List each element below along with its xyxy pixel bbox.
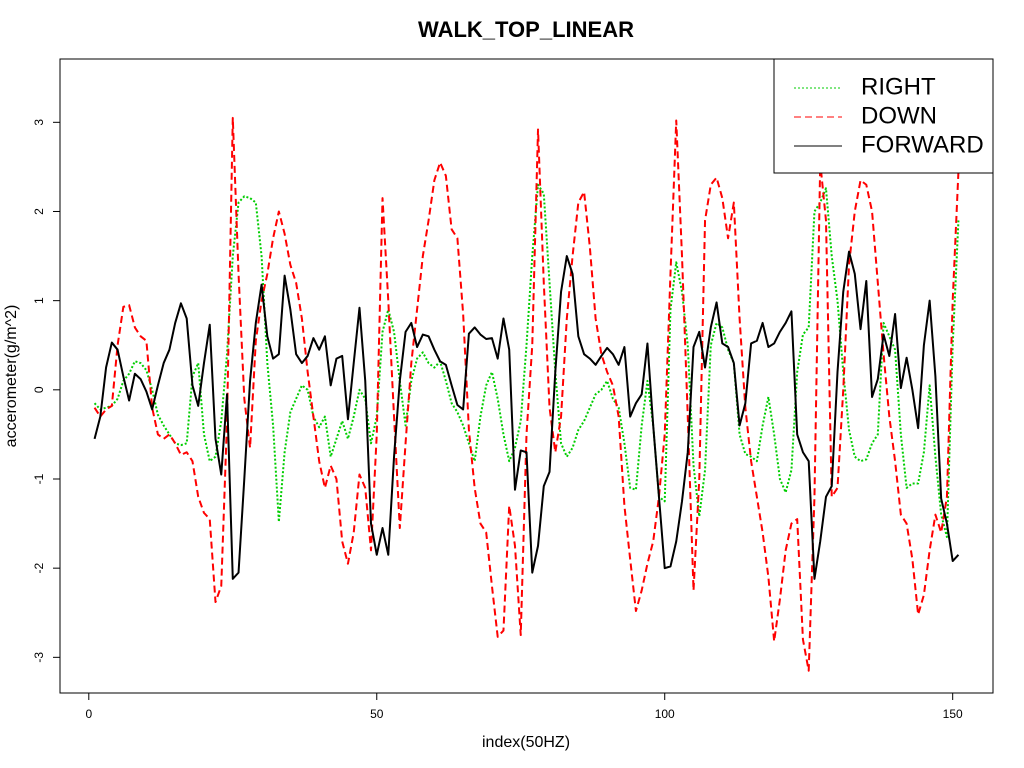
y-tick-label: 0 xyxy=(32,386,46,393)
x-tick-label: 100 xyxy=(655,707,675,721)
y-tick-label: -1 xyxy=(32,473,46,484)
plot-frame xyxy=(59,58,994,694)
x-tick-label: 50 xyxy=(370,707,384,721)
chart-title: WALK_TOP_LINEAR xyxy=(418,17,634,42)
series-line xyxy=(93,250,960,580)
series-line xyxy=(93,183,960,538)
legend-label: RIGHT xyxy=(861,73,936,100)
x-axis-label: index(50HZ) xyxy=(482,734,570,751)
y-axis-label: accerometer(g/m^2) xyxy=(3,305,20,448)
y-tick-label: 3 xyxy=(32,119,46,126)
legend-box xyxy=(773,58,994,174)
y-tick-label: -2 xyxy=(32,563,46,574)
y-tick-label: 2 xyxy=(32,208,46,215)
x-tick-label: 150 xyxy=(943,707,963,721)
x-tick-label: 0 xyxy=(85,707,92,721)
y-tick-label: 1 xyxy=(32,297,46,304)
legend-label: DOWN xyxy=(861,102,937,129)
plot-lines xyxy=(93,116,960,672)
legend-label: FORWARD xyxy=(861,131,984,158)
y-tick-label: -3 xyxy=(32,652,46,663)
